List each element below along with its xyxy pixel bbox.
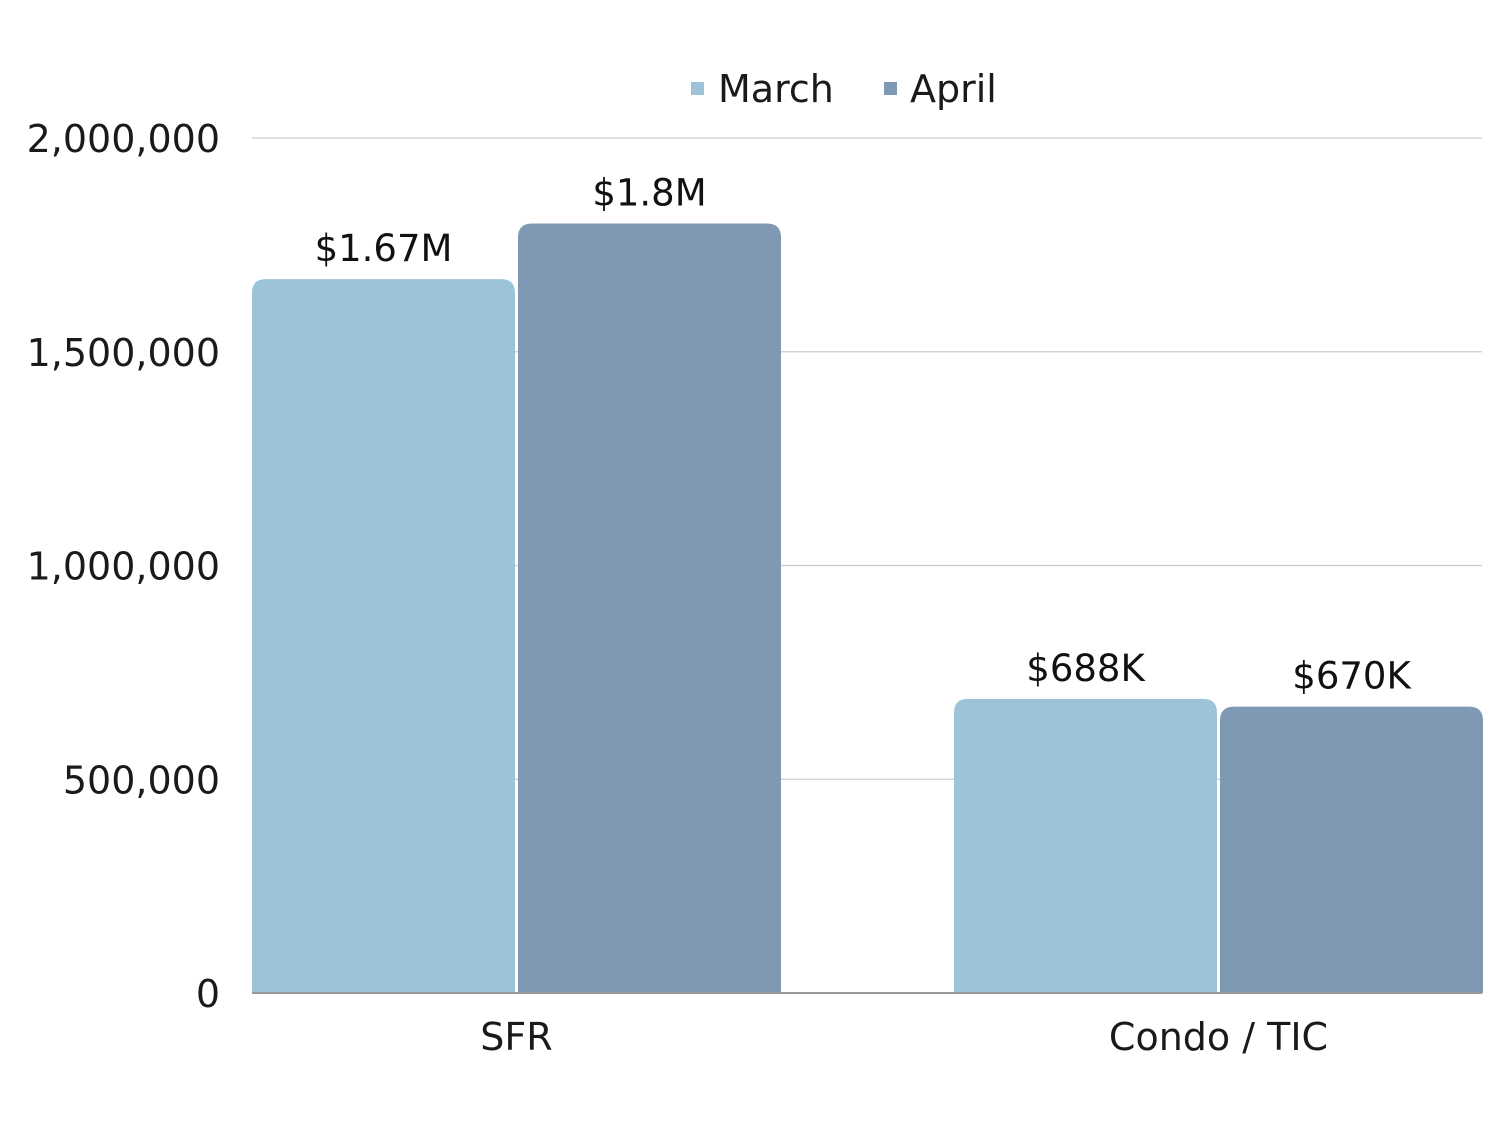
bar-april-1 (1220, 706, 1483, 993)
x-axis-labels: SFR Condo / TIC (480, 1015, 1328, 1059)
y-tick-label: 2,000,000 (27, 117, 220, 161)
y-tick-label: 500,000 (63, 758, 220, 802)
y-tick-label: 1,000,000 (27, 545, 220, 589)
y-axis-ticks: 0 500,000 1,000,000 1,500,000 2,000,000 (27, 117, 220, 1016)
legend-swatch-march (691, 82, 704, 95)
data-labels: $1.67M $1.8M $688K $670K (315, 172, 1413, 698)
x-category-label: SFR (480, 1015, 552, 1059)
bar-march-1 (954, 698, 1217, 993)
y-tick-label: 0 (196, 972, 220, 1016)
legend-label-march: March (718, 67, 834, 111)
data-label: $670K (1292, 655, 1412, 698)
data-label: $1.67M (315, 227, 453, 270)
y-tick-label: 1,500,000 (27, 331, 220, 375)
bar-march-0 (252, 279, 515, 993)
legend: March April (691, 67, 997, 111)
bar-april-0 (518, 223, 781, 993)
bars (252, 223, 1483, 993)
x-category-label: Condo / TIC (1109, 1015, 1328, 1059)
data-label: $688K (1026, 647, 1146, 690)
data-label: $1.8M (592, 172, 706, 215)
legend-label-april: April (910, 67, 997, 111)
legend-swatch-april (884, 82, 897, 95)
